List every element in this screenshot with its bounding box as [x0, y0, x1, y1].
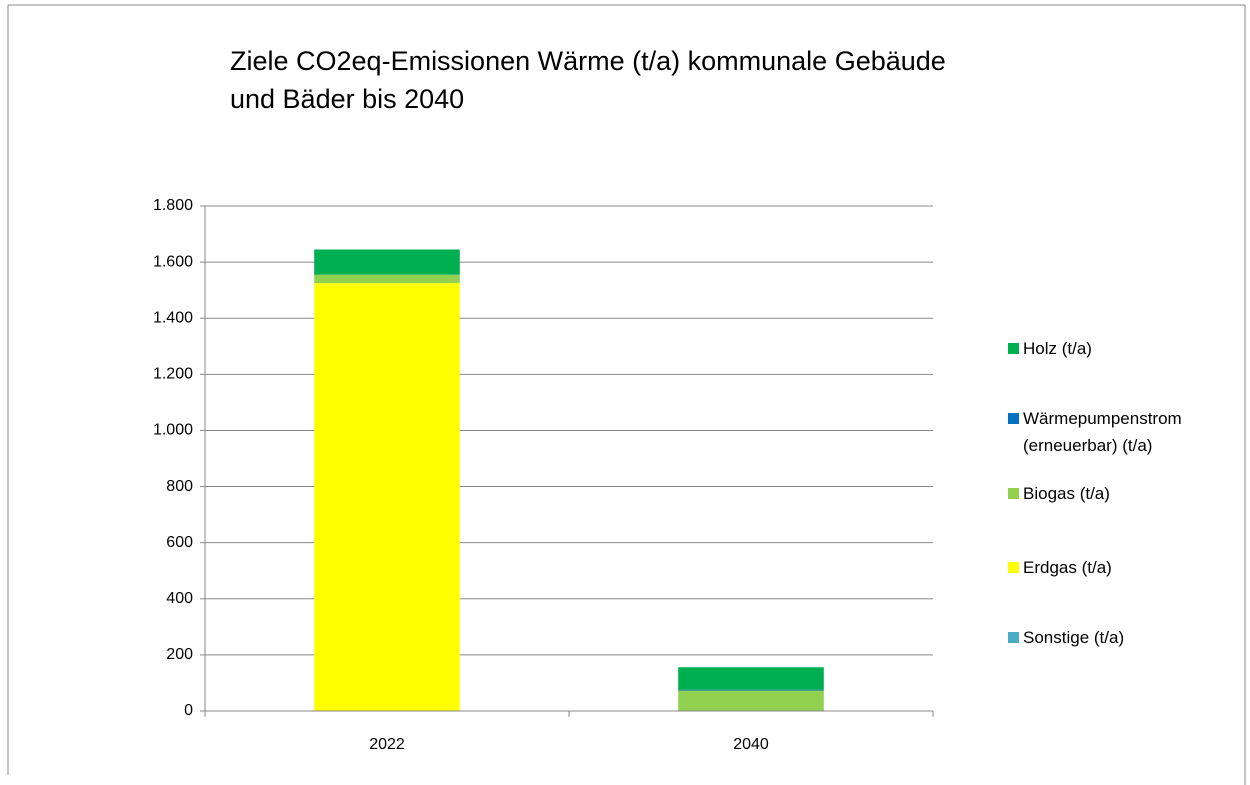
y-tick-label: 1.000: [153, 422, 193, 439]
y-tick-label: 400: [166, 590, 193, 607]
y-tick-label: 800: [166, 478, 193, 495]
x-tick-label: 2040: [733, 736, 769, 753]
legend-entry: Biogas (t/a): [1008, 480, 1248, 507]
y-tick-label: 200: [166, 646, 193, 663]
legend-label: Biogas (t/a): [1023, 484, 1110, 503]
y-tick-label: 1.600: [153, 253, 193, 270]
bar-segment: [314, 249, 460, 275]
x-tick-label: 2022: [369, 736, 405, 753]
legend-entry: Sonstige (t/a): [1008, 624, 1248, 651]
legend-swatch: [1008, 488, 1019, 499]
bar-segment: [678, 690, 824, 711]
legend-entry: Wärmepumpenstrom (erneuerbar) (t/a): [1008, 405, 1248, 459]
y-tick-label: 600: [166, 534, 193, 551]
legend-label: Wärmepumpenstrom (erneuerbar) (t/a): [1023, 409, 1182, 455]
legend-swatch: [1008, 562, 1019, 573]
legend-label: Sonstige (t/a): [1023, 628, 1125, 647]
bar-segment: [678, 667, 824, 690]
legend-label: Erdgas (t/a): [1023, 558, 1112, 577]
bar-segment: [314, 283, 460, 711]
legend-entry: Holz (t/a): [1008, 335, 1248, 362]
chart-title: Ziele CO2eq-Emissionen Wärme (t/a) kommu…: [230, 46, 946, 114]
y-tick-label: 1.800: [153, 197, 193, 214]
legend-swatch: [1008, 632, 1019, 643]
legend-swatch: [1008, 413, 1019, 424]
y-tick-label: 1.400: [153, 309, 193, 326]
legend-entry: Erdgas (t/a): [1008, 554, 1248, 581]
y-tick-label: 0: [184, 702, 193, 719]
bar-segment: [678, 689, 824, 691]
y-tick-label: 1.200: [153, 366, 193, 383]
legend-swatch: [1008, 343, 1019, 354]
legend-label: Holz (t/a): [1023, 339, 1092, 358]
bar-segment: [314, 274, 460, 284]
